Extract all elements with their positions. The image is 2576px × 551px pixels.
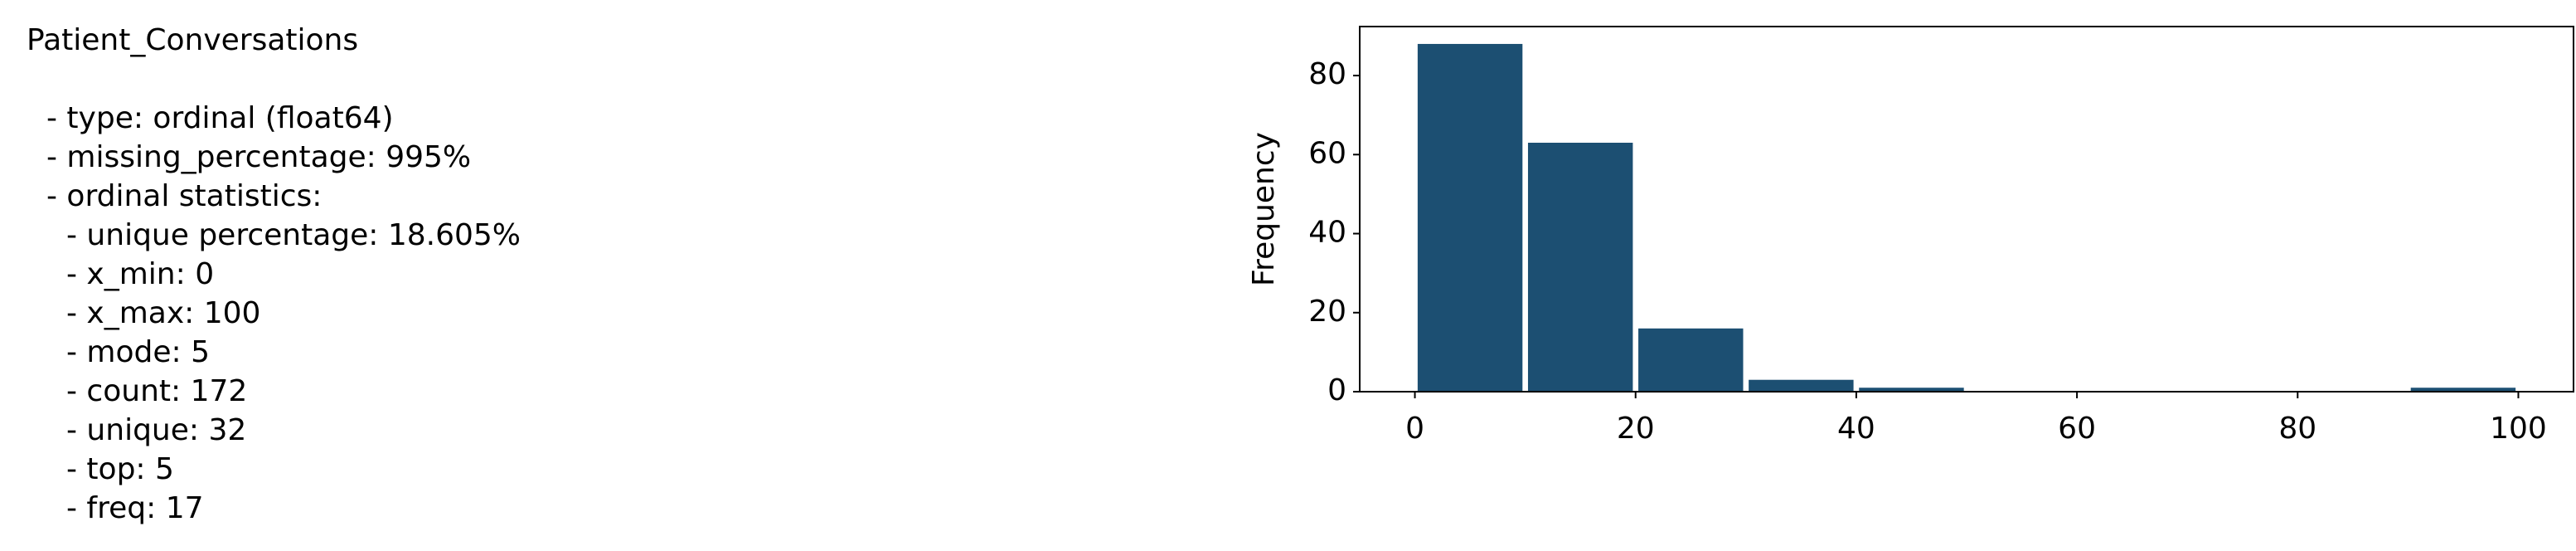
x-tick-label: 60 bbox=[2058, 412, 2096, 446]
ordinal-stat-line: - x_max: 100 bbox=[66, 296, 260, 330]
y-tick-label: 20 bbox=[1308, 295, 1346, 329]
x-tick-label: 100 bbox=[2490, 412, 2547, 446]
stats-list: - type: ordinal (float64) - missing_perce… bbox=[46, 101, 521, 525]
y-tick-label: 80 bbox=[1308, 57, 1346, 91]
bar bbox=[2410, 388, 2516, 392]
y-axis-label: Frequency bbox=[1247, 132, 1281, 286]
y-tick-label: 0 bbox=[1327, 373, 1346, 407]
column-name: Patient_Conversations bbox=[27, 23, 358, 57]
ordinal-stat-line: - top: 5 bbox=[66, 452, 174, 486]
y-tick-label: 40 bbox=[1308, 216, 1346, 250]
y-tick-label: 60 bbox=[1308, 136, 1346, 170]
ordinal-stat-line: - freq: 17 bbox=[66, 491, 204, 525]
x-tick-label: 0 bbox=[1405, 412, 1424, 446]
chart: 0 20 40 60 80 100 0 20 40 60 80 Frequency bbox=[1247, 26, 2574, 446]
ordinal-stat-line: - unique percentage: 18.605% bbox=[66, 218, 521, 252]
stat-line: - type: ordinal (float64) bbox=[46, 101, 394, 135]
ordinal-stat-line: - unique: 32 bbox=[66, 413, 246, 447]
ordinal-stat-line: - x_min: 0 bbox=[66, 257, 214, 291]
x-tick-label: 20 bbox=[1617, 412, 1655, 446]
x-tick-label: 80 bbox=[2278, 412, 2316, 446]
bar bbox=[1749, 379, 1854, 392]
bar bbox=[1638, 328, 1744, 392]
stat-line: - missing_percentage: 995% bbox=[46, 140, 471, 174]
ordinal-stat-line: - count: 172 bbox=[66, 374, 247, 408]
plot-frame bbox=[1359, 26, 2574, 393]
x-tick-label: 40 bbox=[1837, 412, 1875, 446]
ordinal-stat-line: - mode: 5 bbox=[66, 335, 210, 369]
bar bbox=[1859, 388, 1964, 392]
stat-line: - ordinal statistics: bbox=[46, 179, 322, 213]
bar bbox=[1527, 143, 1633, 392]
bar bbox=[1417, 43, 1523, 392]
